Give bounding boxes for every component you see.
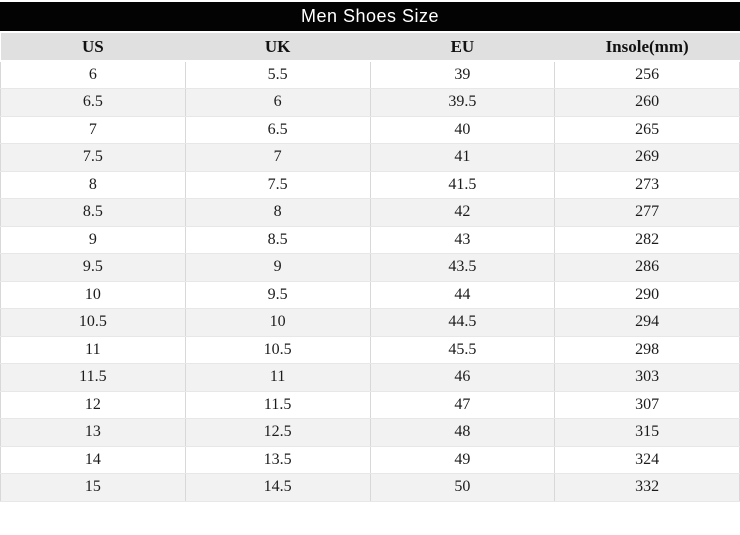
table-row: 11 10.5 45.5 298	[0, 335, 740, 364]
table-cell: 46	[369, 363, 556, 392]
table-cell: 277	[554, 198, 740, 227]
column-header-uk: UK	[185, 33, 370, 62]
table-cell: 11.5	[184, 390, 371, 419]
table-cell: 43.5	[369, 253, 556, 282]
table-cell: 8	[0, 170, 186, 199]
table-cell: 332	[554, 473, 740, 502]
column-header-us: US	[0, 33, 186, 62]
table-cell: 6.5	[184, 115, 371, 144]
table-cell: 9.5	[184, 280, 371, 309]
table-row: 8.5 8 42 277	[0, 198, 740, 227]
table-cell: 7	[0, 115, 186, 144]
table-row: 12 11.5 47 307	[0, 390, 740, 419]
table-row: 7.5 7 41 269	[0, 143, 740, 172]
table-cell: 13	[0, 418, 186, 447]
table-cell: 9	[184, 253, 371, 282]
table-row: 9.5 9 43.5 286	[0, 253, 740, 282]
table-cell: 282	[554, 225, 740, 254]
table-cell: 48	[369, 418, 556, 447]
table-cell: 324	[554, 445, 740, 474]
page-title: Men Shoes Size	[300, 6, 440, 26]
table-cell: 11	[184, 363, 371, 392]
table-cell: 265	[554, 115, 740, 144]
table-cell: 273	[554, 170, 740, 199]
table-row: 10.5 10 44.5 294	[0, 308, 740, 337]
table-cell: 11	[0, 335, 186, 364]
table-row: 6 5.5 39 256	[0, 60, 740, 89]
table-cell: 260	[554, 88, 740, 117]
table-cell: 9	[0, 225, 186, 254]
header-row: US UK EU Insole(mm)	[0, 33, 740, 62]
table-row: 15 14.5 50 332	[0, 473, 740, 502]
table-row: 9 8.5 43 282	[0, 225, 740, 254]
table-cell: 43	[369, 225, 556, 254]
table-row: 11.5 11 46 303	[0, 363, 740, 392]
table-cell: 8.5	[184, 225, 371, 254]
table-cell: 315	[554, 418, 740, 447]
table-cell: 10	[0, 280, 186, 309]
table-cell: 307	[554, 390, 740, 419]
table-cell: 6	[0, 60, 186, 89]
table-cell: 50	[369, 473, 556, 502]
table-cell: 45.5	[369, 335, 556, 364]
table-cell: 12.5	[184, 418, 371, 447]
table-row: 14 13.5 49 324	[0, 445, 740, 474]
table-cell: 49	[369, 445, 556, 474]
table-cell: 14	[0, 445, 186, 474]
table-cell: 9.5	[0, 253, 186, 282]
table-cell: 47	[369, 390, 556, 419]
table-cell: 269	[554, 143, 740, 172]
table-cell: 303	[554, 363, 740, 392]
table-cell: 39	[369, 60, 556, 89]
table-cell: 6	[184, 88, 371, 117]
table-cell: 10.5	[184, 335, 371, 364]
table-cell: 39.5	[369, 88, 556, 117]
table-cell: 7.5	[0, 143, 186, 172]
table-cell: 10.5	[0, 308, 186, 337]
table-cell: 8	[184, 198, 371, 227]
table-cell: 10	[184, 308, 371, 337]
column-header-insolemm: Insole(mm)	[554, 33, 740, 62]
table-cell: 13.5	[184, 445, 371, 474]
table-cell: 40	[369, 115, 556, 144]
table-cell: 14.5	[184, 473, 371, 502]
table-row: 10 9.5 44 290	[0, 280, 740, 309]
table-cell: 41	[369, 143, 556, 172]
table-cell: 11.5	[0, 363, 186, 392]
table-cell: 5.5	[184, 60, 371, 89]
table-cell: 294	[554, 308, 740, 337]
table-row: 8 7.5 41.5 273	[0, 170, 740, 199]
size-table: US UK EU Insole(mm) 6 5.5 39 256 6.5 6 39.5 260 7 6.…	[0, 33, 740, 502]
table-cell: 298	[554, 335, 740, 364]
table-cell: 290	[554, 280, 740, 309]
table-cell: 15	[0, 473, 186, 502]
table-cell: 286	[554, 253, 740, 282]
table-cell: 44	[369, 280, 556, 309]
table-cell: 7.5	[184, 170, 371, 199]
title-bar: Men Shoes Size	[0, 2, 740, 31]
table-cell: 8.5	[0, 198, 186, 227]
table-cell: 256	[554, 60, 740, 89]
table-cell: 41.5	[369, 170, 556, 199]
table-row: 13 12.5 48 315	[0, 418, 740, 447]
table-cell: 42	[369, 198, 556, 227]
column-header-eu: EU	[370, 33, 555, 62]
table-cell: 7	[184, 143, 371, 172]
table-cell: 12	[0, 390, 186, 419]
table-row: 7 6.5 40 265	[0, 115, 740, 144]
size-chart-page: Men Shoes Size US UK EU Insole(mm) 6 5.5 39 25…	[0, 2, 740, 502]
table-cell: 44.5	[369, 308, 556, 337]
table-cell: 6.5	[0, 88, 186, 117]
table-row: 6.5 6 39.5 260	[0, 88, 740, 117]
